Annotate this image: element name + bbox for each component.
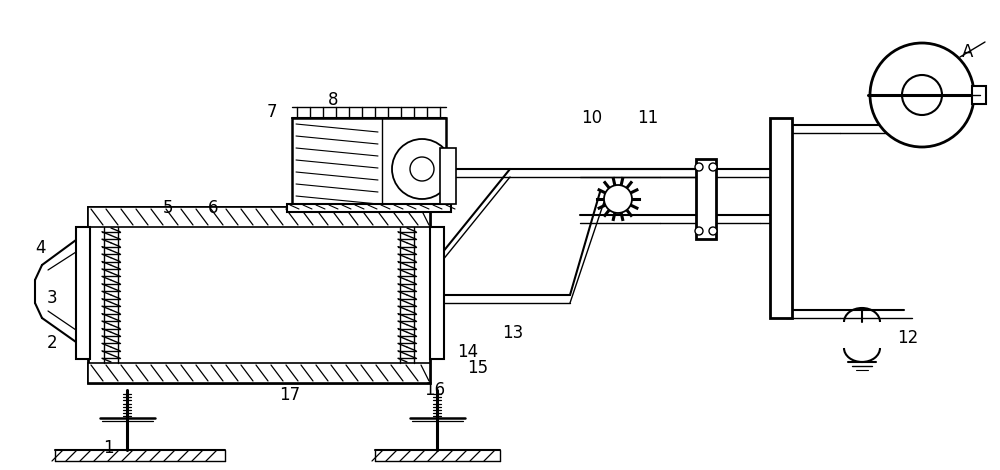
Bar xyxy=(88,363,430,383)
Text: 17: 17 xyxy=(279,386,301,404)
Bar xyxy=(287,204,451,212)
Text: 11: 11 xyxy=(637,109,659,127)
Circle shape xyxy=(902,75,942,115)
Circle shape xyxy=(870,43,974,147)
Text: 8: 8 xyxy=(328,91,338,109)
Circle shape xyxy=(392,139,452,199)
Text: 3: 3 xyxy=(47,289,57,307)
Text: 12: 12 xyxy=(897,329,919,347)
Bar xyxy=(972,86,986,104)
Circle shape xyxy=(604,185,632,213)
Text: 7: 7 xyxy=(267,103,277,121)
Text: 6: 6 xyxy=(208,199,218,217)
Bar xyxy=(440,148,456,204)
Text: 2: 2 xyxy=(47,334,57,352)
Text: 13: 13 xyxy=(502,324,524,342)
Text: 14: 14 xyxy=(457,343,479,361)
Text: 9: 9 xyxy=(428,159,438,177)
Circle shape xyxy=(695,163,703,171)
Text: 15: 15 xyxy=(467,359,489,377)
Text: 10: 10 xyxy=(581,109,603,127)
Bar xyxy=(770,118,792,318)
Bar xyxy=(88,207,430,227)
Text: 4: 4 xyxy=(35,239,45,257)
Text: 1: 1 xyxy=(103,439,113,457)
Bar xyxy=(430,227,444,359)
Bar xyxy=(76,227,90,359)
Circle shape xyxy=(695,227,703,235)
Text: 16: 16 xyxy=(424,381,446,399)
Text: 5: 5 xyxy=(163,199,173,217)
Bar xyxy=(292,118,446,210)
Circle shape xyxy=(709,163,717,171)
Circle shape xyxy=(410,157,434,181)
Bar xyxy=(696,159,716,239)
Circle shape xyxy=(709,227,717,235)
Text: A: A xyxy=(962,43,974,61)
Bar xyxy=(88,207,430,383)
